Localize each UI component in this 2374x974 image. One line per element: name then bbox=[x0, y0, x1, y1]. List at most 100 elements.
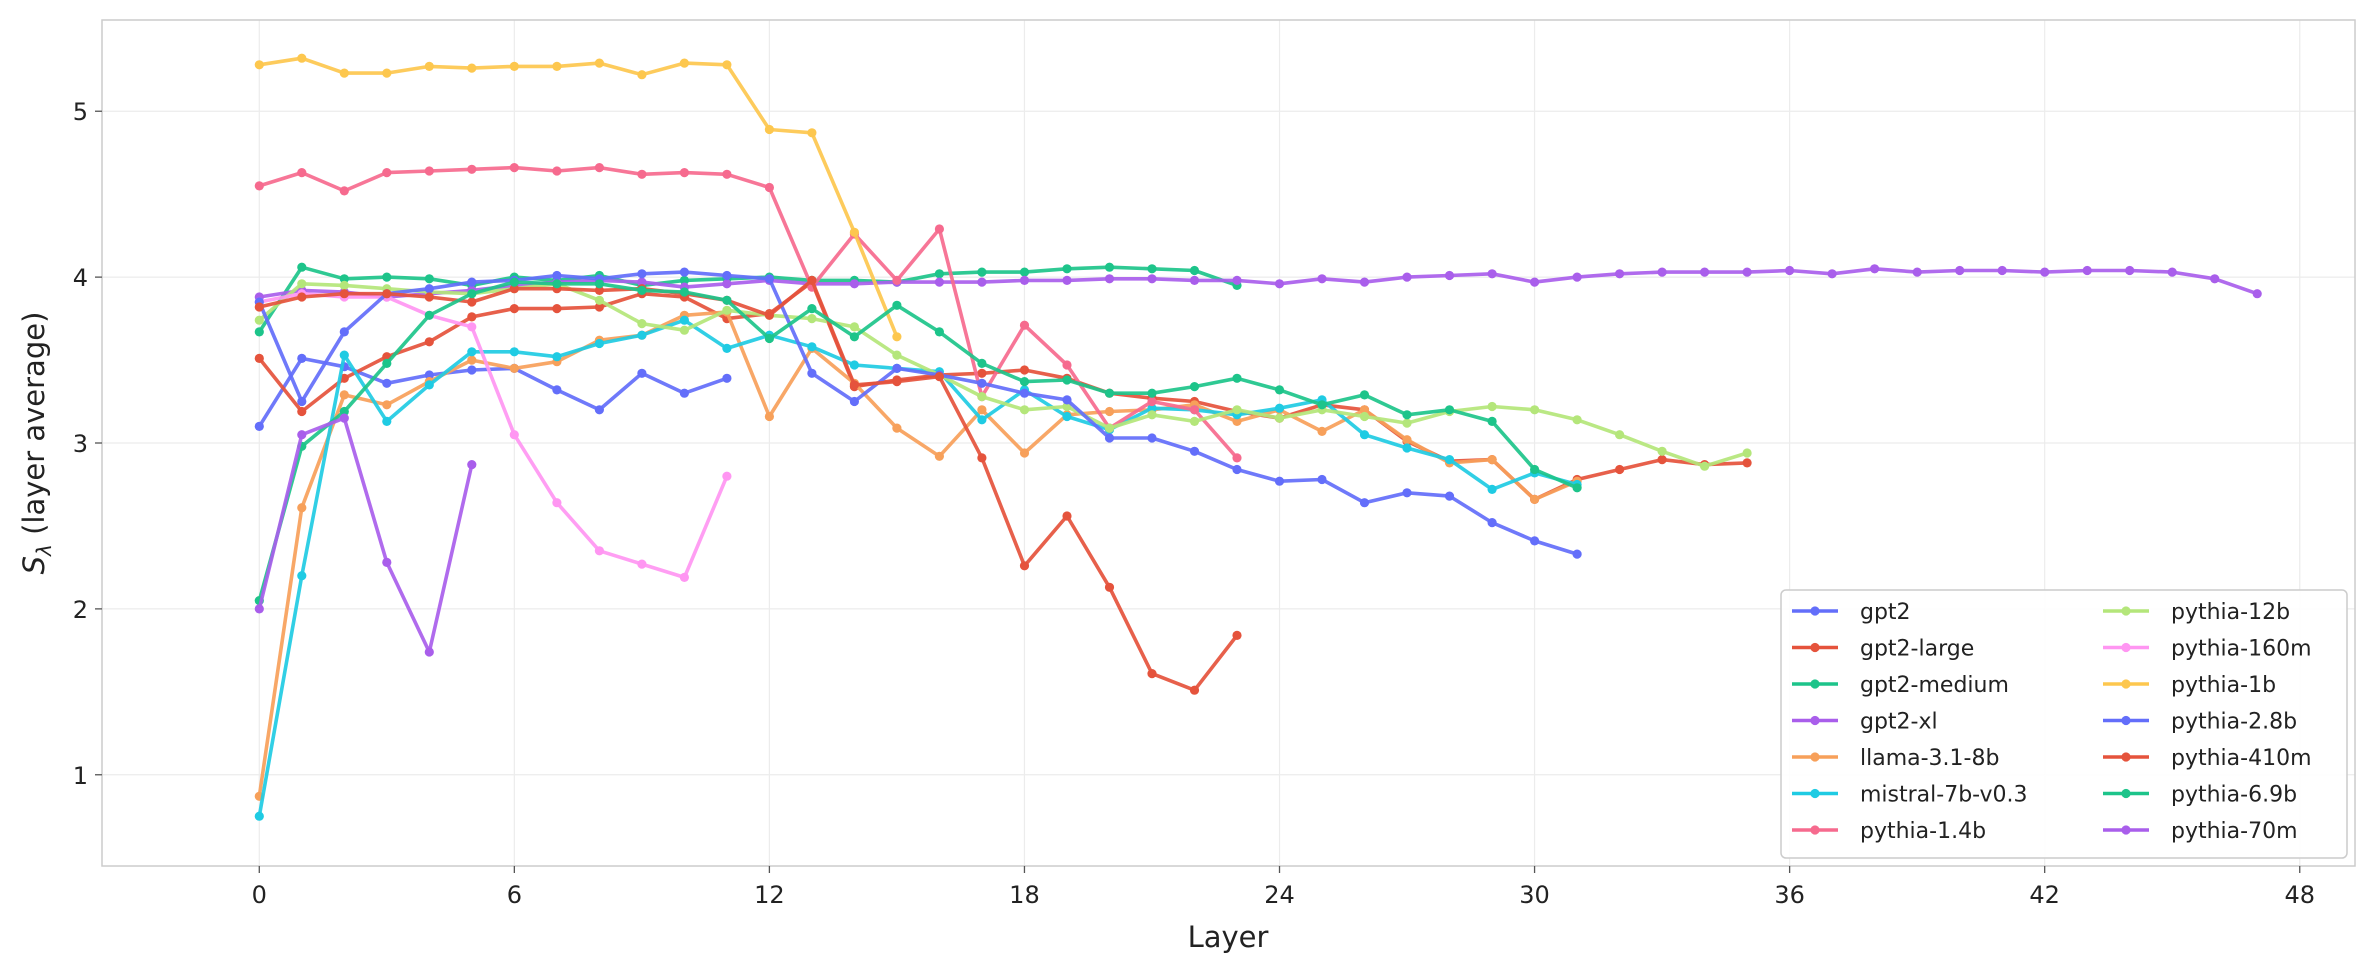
data-point bbox=[637, 269, 647, 279]
data-point bbox=[1104, 423, 1115, 433]
data-point bbox=[1487, 455, 1497, 465]
legend-swatch-marker bbox=[2121, 606, 2131, 616]
legend-item-mistral-7b-v0-3: mistral-7b-v0.3 bbox=[1792, 783, 2028, 808]
data-point bbox=[849, 279, 860, 289]
data-point bbox=[552, 352, 562, 362]
data-point bbox=[1019, 405, 1030, 415]
data-point bbox=[467, 312, 477, 322]
data-point bbox=[509, 363, 519, 373]
data-point bbox=[1147, 433, 1157, 443]
data-point bbox=[764, 333, 775, 344]
data-point bbox=[1019, 561, 1030, 571]
data-point bbox=[1189, 416, 1200, 426]
data-point bbox=[679, 572, 690, 583]
data-point bbox=[722, 373, 732, 383]
data-point bbox=[509, 347, 519, 357]
data-point bbox=[1062, 395, 1072, 405]
data-point bbox=[1870, 264, 1880, 274]
data-point bbox=[849, 332, 860, 342]
data-point bbox=[764, 411, 775, 422]
series-line-pythia-410m bbox=[258, 278, 1239, 693]
data-point bbox=[977, 453, 987, 463]
data-point bbox=[1402, 443, 1412, 453]
data-point bbox=[807, 304, 817, 314]
data-point bbox=[1274, 413, 1285, 423]
data-point bbox=[467, 347, 477, 357]
data-point bbox=[1274, 403, 1285, 413]
data-point bbox=[382, 416, 392, 426]
series-pythia-2-8b bbox=[254, 267, 1582, 559]
data-point bbox=[764, 274, 775, 284]
data-point bbox=[977, 415, 987, 425]
data-point bbox=[339, 280, 349, 290]
y-tick-label: 4 bbox=[73, 264, 88, 292]
data-point bbox=[722, 279, 732, 289]
data-point bbox=[1657, 455, 1667, 465]
data-point bbox=[1615, 464, 1625, 475]
series-line-pythia-70m bbox=[257, 416, 474, 654]
data-point bbox=[1274, 385, 1285, 395]
x-axis-ticks: 0 6 12 18 24 30 36 42 48 bbox=[252, 866, 2315, 909]
data-point bbox=[297, 262, 307, 272]
data-point bbox=[934, 451, 945, 461]
data-point bbox=[1487, 269, 1497, 279]
legend-item-pythia-1b: pythia-1b bbox=[2103, 673, 2276, 698]
data-point bbox=[722, 471, 732, 481]
data-point bbox=[1274, 476, 1285, 486]
data-point bbox=[1317, 274, 1327, 284]
legend-swatch-marker bbox=[2121, 642, 2131, 653]
data-point bbox=[934, 327, 945, 337]
legend-label: gpt2-xl bbox=[1860, 710, 1938, 735]
x-tick-label: 6 bbox=[507, 881, 522, 909]
data-point bbox=[722, 169, 732, 179]
data-point bbox=[2210, 274, 2220, 284]
data-point bbox=[424, 310, 434, 320]
data-point bbox=[467, 277, 477, 287]
data-point bbox=[679, 388, 690, 398]
data-point bbox=[552, 279, 562, 289]
data-point bbox=[424, 274, 434, 284]
data-point bbox=[722, 305, 732, 315]
series-gpt2-xl bbox=[254, 264, 2262, 302]
data-point bbox=[297, 503, 307, 513]
data-point bbox=[722, 343, 732, 353]
data-point bbox=[297, 168, 307, 178]
data-point bbox=[1657, 267, 1667, 277]
data-point bbox=[467, 355, 477, 365]
data-point bbox=[977, 267, 987, 277]
legend-item-gpt2-xl: gpt2-xl bbox=[1792, 710, 1938, 735]
series-line-mistral-7b-v0-3 bbox=[257, 318, 1578, 817]
series-pythia-6-9b bbox=[254, 277, 1582, 606]
legend-label: pythia-1.4b bbox=[1860, 819, 1986, 844]
data-point bbox=[382, 557, 392, 568]
data-point bbox=[552, 61, 562, 71]
y-axis-label-subscript: λ bbox=[32, 544, 56, 557]
data-point bbox=[2040, 267, 2050, 277]
series-line-gpt2-large bbox=[257, 280, 1748, 502]
y-axis-label: Sλ (layer average) bbox=[17, 312, 56, 575]
data-point bbox=[892, 377, 902, 387]
x-axis-label: Layer bbox=[1188, 920, 1269, 954]
data-point bbox=[977, 378, 987, 388]
data-point bbox=[1317, 426, 1327, 436]
series-pythia-12b bbox=[254, 279, 1752, 471]
legend-item-llama-3-1-8b: llama-3.1-8b bbox=[1792, 746, 1999, 771]
data-point bbox=[679, 325, 690, 335]
data-point bbox=[424, 337, 434, 347]
data-point bbox=[679, 168, 690, 178]
legend-item-gpt2-medium: gpt2-medium bbox=[1792, 673, 2009, 698]
legend-item-pythia-410m: pythia-410m bbox=[2103, 746, 2312, 771]
data-point bbox=[509, 304, 519, 314]
data-point bbox=[1615, 430, 1625, 440]
x-tick-label: 42 bbox=[2029, 881, 2060, 909]
data-point bbox=[2125, 265, 2135, 276]
legend: gpt2 gpt2-large gpt2-medium gpt2-xl llama-3.… bbox=[1780, 589, 2348, 859]
series-pythia-160m bbox=[254, 289, 732, 583]
x-tick-label: 24 bbox=[1264, 881, 1295, 909]
legend-swatch-marker bbox=[1810, 679, 1820, 689]
legend-items: gpt2 gpt2-large gpt2-medium gpt2-xl llama-3.… bbox=[1792, 600, 2312, 844]
data-point bbox=[1232, 630, 1242, 641]
data-point bbox=[1189, 265, 1200, 276]
